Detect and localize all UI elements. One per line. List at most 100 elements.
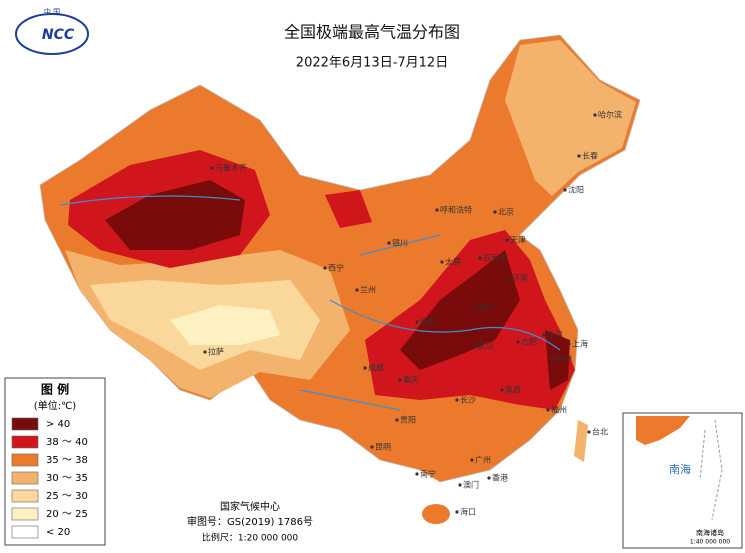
city-label: 重庆 [403,375,419,385]
inset-sea: 南海 [669,462,691,476]
legend-unit: (单位:℃) [34,399,77,412]
river [59,195,561,411]
region [170,305,280,345]
city-label: 海口 [460,507,476,517]
city-dot [500,388,504,392]
city-dot [440,260,444,264]
city-dot [516,340,520,344]
city-label: 成都 [368,363,384,373]
legend-items: > 40 38 ～ 40 35 ～ 38 30 ～ 35 25 ～ 30 20 ～ 25 <… [11,417,88,539]
city-dot [458,483,462,487]
map-title: 全国极端最高气温分布图 [284,23,460,42]
logo-ring [15,13,89,55]
city-dot [542,333,546,337]
city-label: 长沙 [460,395,476,405]
city-dot [415,472,419,476]
region [422,504,450,524]
city-label: 台北 [592,427,608,437]
region [505,40,636,196]
region [400,250,520,370]
city-dot [210,166,214,170]
legend-label: 20 ～ 25 [46,509,88,520]
city-label: 兰州 [360,285,376,295]
legend-label: 38 ～ 40 [46,437,88,448]
city-label: 石家庄 [483,253,507,263]
city-label: 合肥 [521,337,537,347]
region [325,190,372,228]
city-label: 呼和浩特 [440,205,472,215]
footer-agency: 国家气候中心 [220,500,280,513]
footer-scale: 比例尺：1:20 000 000 [202,532,299,544]
city-label: 哈尔滨 [598,110,622,120]
region [545,330,570,390]
city-dot [563,188,567,192]
city-label: 太原 [445,257,461,267]
city-label: 拉萨 [208,347,224,357]
legend-swatch [11,507,39,521]
city-label: 沈阳 [568,185,584,195]
city-dot [370,445,374,449]
city-dot [577,154,581,158]
inset-coast [636,416,690,445]
inset-boundary [699,419,723,521]
city-label: 郑州 [478,303,494,313]
legend-label: 35 ～ 38 [46,455,88,466]
inset-islands: 南海诸岛 [696,528,724,537]
map-subtitle: 2022年6月13日-7月12日 [296,56,448,71]
city-label: 西宁 [328,263,344,273]
city-label: 广州 [475,455,491,465]
city-dot [203,350,207,354]
city-dot [323,266,327,270]
city-label: 南昌 [505,385,521,395]
city-dot [473,344,477,348]
city-dot [493,210,497,214]
legend: 图 例 (单位:℃) > 40 38 ～ 40 35 ～ 38 30 ～ 35 25 ～… [4,377,106,546]
city-dot [487,476,491,480]
region [574,420,588,462]
city-dot [398,378,402,382]
legend-title: 图 例 [41,382,69,397]
city-label: 福州 [551,406,567,415]
logo-text: NCC [42,27,75,43]
city-dot [455,510,459,514]
city-label: 香港 [492,473,508,483]
city-label: 北京 [498,207,514,217]
city-label: 天津 [510,235,526,245]
city-dot [363,366,367,370]
legend-swatch [11,471,39,485]
city-label: 西安 [420,317,436,327]
footer-approval: 审图号：GS(2019) 1786号 [187,515,313,528]
city-label: 昆明 [375,443,391,452]
city-label: 济南 [512,273,528,283]
logo: 中 国 NCC [15,7,89,55]
city-dot [455,398,459,402]
city-dot [505,238,509,242]
city-dot [355,288,359,292]
city-label: 南宁 [420,469,436,479]
city-dot [546,408,550,412]
city-label: 武汉 [478,341,494,351]
city-label: 银川 [392,238,408,248]
city-label: 南京 [547,330,563,340]
city-dot [567,342,571,346]
city-dot [473,306,477,310]
legend-swatch [11,453,39,467]
inset-scale: 1:40 000 000 [690,539,730,546]
logo-subtext: 中 国 [44,7,60,16]
city-dot [415,320,419,324]
city-dot [435,208,439,212]
legend-label: 30 ～ 35 [46,473,88,484]
legend-swatch [11,435,39,449]
legend-swatch [11,417,39,431]
city-dot [587,430,591,434]
city-label: 乌鲁木齐 [215,163,247,173]
city-dot [470,458,474,462]
city-dot [395,418,399,422]
china-map [39,34,641,524]
inset: 南海 南海诸岛 1:40 000 000 [622,412,743,549]
city-dot [593,113,597,117]
legend-swatch [11,525,39,539]
legend-label: 25 ～ 30 [46,491,88,502]
